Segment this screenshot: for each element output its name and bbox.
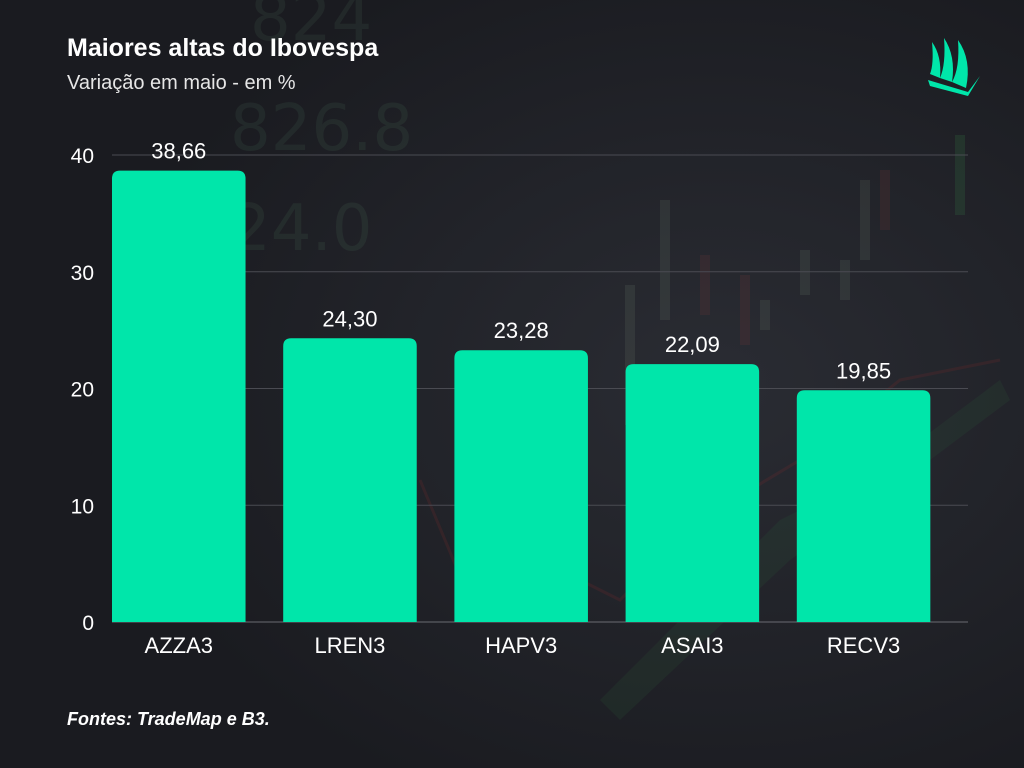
bar-lren3: [283, 338, 417, 622]
bar-recv3: [796, 390, 931, 622]
svg-text:824: 824: [250, 0, 372, 56]
bar-asai3: [625, 364, 760, 622]
value-label-recv3: 19,85: [836, 358, 891, 383]
y-tick-label: 20: [71, 379, 94, 402]
bars: [112, 170, 931, 622]
value-label-azza3: 38,66: [151, 139, 206, 164]
bar-hapv3: [454, 350, 588, 622]
y-tick-label: 10: [71, 495, 94, 518]
x-tick-label-hapv3: HAPV3: [485, 633, 557, 658]
y-tick-label: 40: [71, 145, 94, 168]
source-note: Fontes: TradeMap e B3.: [67, 709, 270, 729]
book-pages-logo-icon: [928, 38, 980, 96]
x-tick-label-lren3: LREN3: [315, 633, 386, 658]
value-labels: 38,66 24,30 23,28 22,09 19,85: [151, 139, 891, 384]
bar-azza3: [112, 170, 246, 622]
chart-title: Maiores altas do Ibovespa: [67, 34, 379, 62]
y-tick-label: 30: [71, 262, 94, 285]
x-axis-ticks: AZZA3 LREN3 HAPV3 ASAI3 RECV3: [145, 633, 901, 658]
value-label-asai3: 22,09: [665, 332, 720, 357]
x-tick-label-azza3: AZZA3: [145, 633, 213, 658]
svg-text:24.0: 24.0: [230, 192, 373, 266]
chart-subtitle: Variação em maio - em %: [67, 72, 296, 94]
value-label-hapv3: 23,28: [494, 318, 549, 343]
x-tick-label-recv3: RECV3: [827, 633, 900, 658]
svg-text:826.8: 826.8: [230, 92, 413, 166]
x-tick-label-asai3: ASAI3: [661, 633, 723, 658]
value-label-lren3: 24,30: [322, 306, 377, 331]
y-axis-ticks: 0 10 20 30 40: [71, 145, 94, 635]
y-tick-label: 0: [82, 612, 94, 635]
